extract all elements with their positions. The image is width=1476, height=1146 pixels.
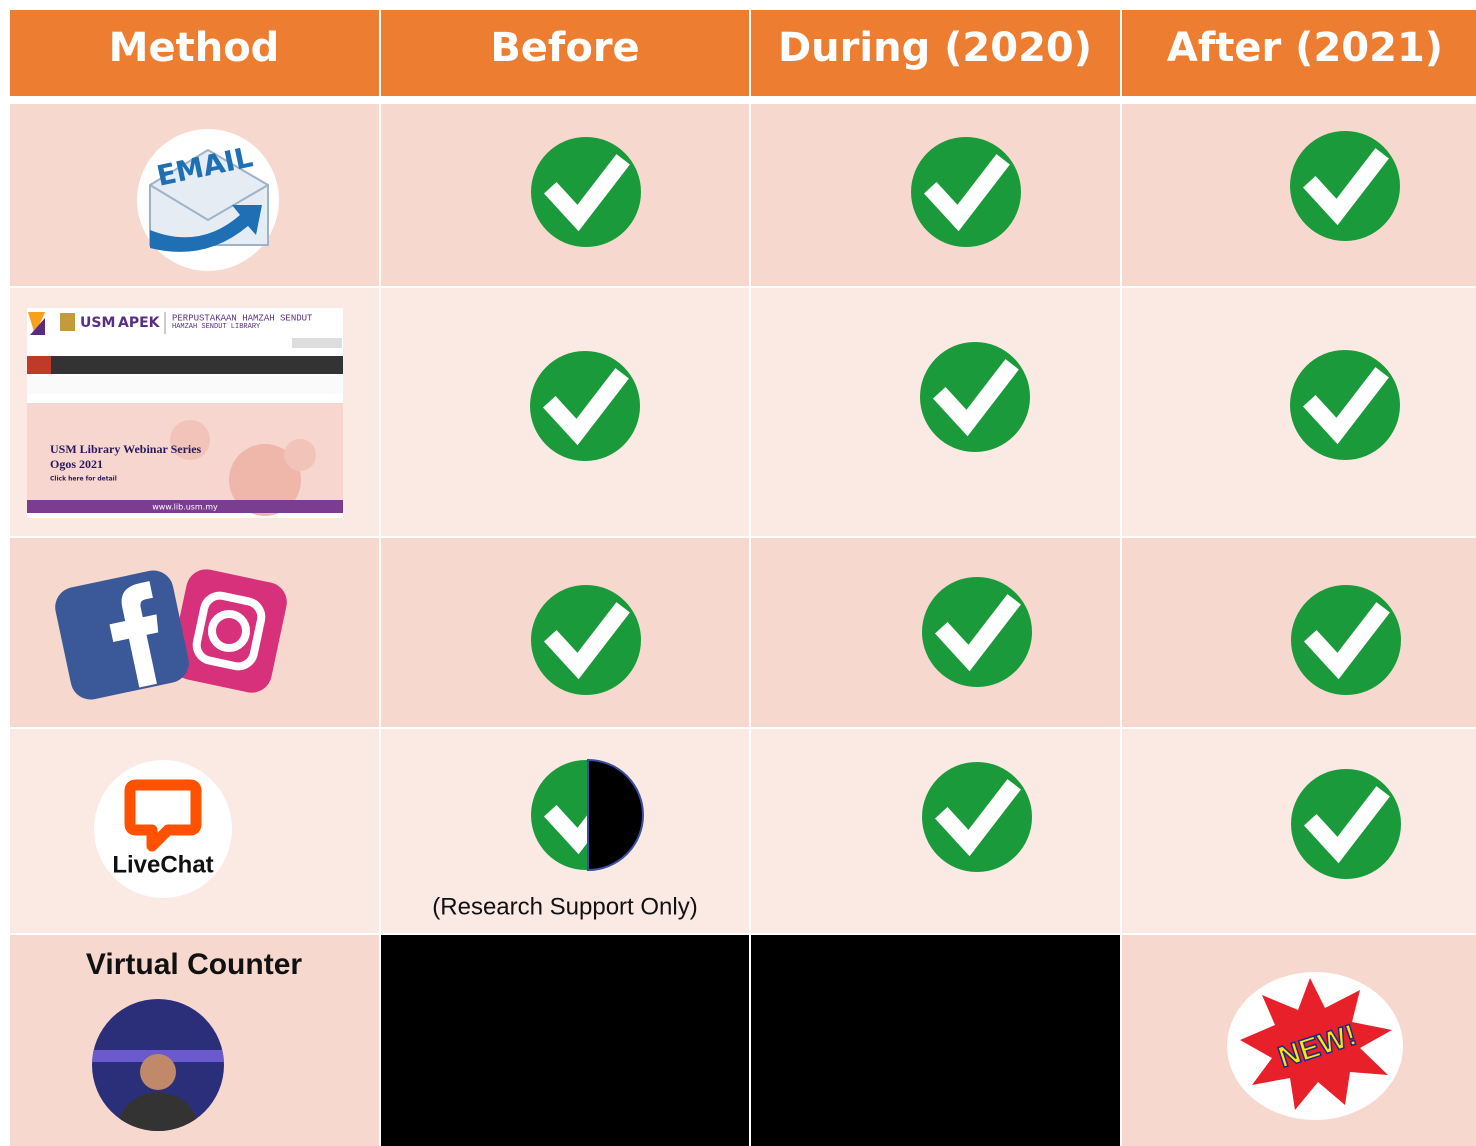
website-screenshot: USM APEK PERPUSTAKAAN HAMZAH SENDUT HAMZ… [27,308,343,518]
check-mark [1290,350,1400,460]
social-icons [55,569,287,700]
check-mark [531,137,641,247]
banner-link: Click here for detail [50,476,117,483]
header-cell: After (2021) [1167,25,1443,71]
check-mark [531,585,641,695]
header-cell: Method [109,25,280,71]
check-mark [911,137,1021,247]
livechat-label: LiveChat [112,851,213,878]
svg-text:APEK: APEK [118,315,161,331]
banner-url: www.lib.usm.my [152,503,218,512]
check-mark [922,577,1032,687]
banner-title: USM Library Webinar Series [50,442,202,456]
check-mark [1290,131,1400,241]
check-mark [1291,769,1401,879]
check-mark [1291,585,1401,695]
check-mark [920,342,1030,452]
cell-note: (Research Support Only) [432,893,697,920]
header-row: Method Before During (2020) After (2021) [10,10,1476,96]
website-title: PERPUSTAKAAN HAMZAH SENDUT [172,313,313,323]
svg-text:USM: USM [80,315,115,331]
new-badge: NEW! [1227,972,1403,1120]
livechat-icon: LiveChat [94,760,232,898]
header-cell: Before [490,25,639,71]
virtual-counter-photo [92,999,224,1131]
header-cell: During (2020) [778,25,1092,71]
check-mark [530,351,640,461]
check-mark [922,762,1032,872]
website-subtitle: HAMZAH SENDUT LIBRARY [172,323,261,331]
email-icon: EMAIL [137,129,279,271]
partial-check-mark [531,760,643,870]
method-label: Virtual Counter [86,948,302,981]
banner-date: Ogos 2021 [50,457,103,471]
